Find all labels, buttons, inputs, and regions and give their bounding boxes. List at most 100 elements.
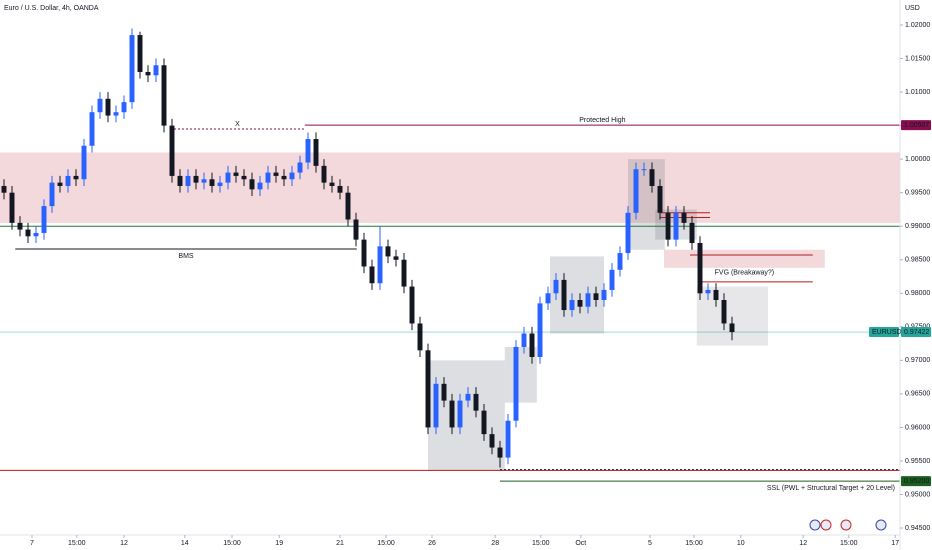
level-label: X <box>235 121 240 128</box>
currency: USD <box>905 5 920 12</box>
candle-body <box>49 182 55 207</box>
x-tick-label: 10 <box>737 540 745 547</box>
candle-body <box>417 323 423 351</box>
candle-body <box>457 400 463 428</box>
y-tick-label: 0.99000 <box>905 223 930 230</box>
chart-title: Euro / U.S. Dollar, 4h, OANDA <box>4 5 99 12</box>
x-tick-label: 12 <box>120 540 128 547</box>
symbol-tag-label: EURUSD <box>872 329 902 336</box>
candle-body <box>321 165 327 183</box>
candle-body <box>361 239 367 267</box>
candle-body <box>689 222 695 243</box>
candle-body <box>129 35 135 103</box>
y-tick-label: 0.96000 <box>905 424 930 431</box>
event-icon <box>809 519 821 531</box>
x-tick-label: 15:00 <box>377 540 395 547</box>
level-label: SSL (PWL + Structural Target + 20 Level) <box>767 485 895 492</box>
candle-body <box>377 246 383 284</box>
candle-body <box>441 383 447 401</box>
candle-body <box>681 212 687 223</box>
y-tick-label: 0.95000 <box>905 491 930 498</box>
price-tag <box>901 327 931 338</box>
level-label: Protected High <box>579 117 625 124</box>
candle-body <box>585 293 591 307</box>
x-tick-label: 21 <box>336 540 344 547</box>
candle-body <box>713 289 719 300</box>
candle-body <box>369 266 375 284</box>
event-icon <box>840 519 852 531</box>
candle-body <box>489 434 495 448</box>
zone <box>664 249 825 268</box>
event-icons <box>809 519 887 531</box>
x-tick-label: 14 <box>181 540 189 547</box>
candle-body <box>465 393 471 401</box>
y-tick-label: 1.01500 <box>905 55 930 62</box>
x-tick-label: 5 <box>648 540 652 547</box>
candle-body <box>665 212 671 240</box>
candle-body <box>201 179 207 183</box>
x-tick-label: 19 <box>275 540 283 547</box>
candle-body <box>41 206 47 233</box>
candle-body <box>297 162 303 173</box>
candle-body <box>121 102 127 113</box>
candle-body <box>273 172 279 176</box>
candle-body <box>233 172 239 176</box>
y-tick-label: 1.01000 <box>905 89 930 96</box>
candle-body <box>145 71 151 76</box>
price-tag-label: 1.00507 <box>904 122 929 129</box>
candle-body <box>481 410 487 435</box>
candle-body <box>625 212 631 254</box>
candle-body <box>249 179 255 190</box>
candle-body <box>537 303 543 358</box>
candle-body <box>697 242 703 294</box>
candle-body <box>673 212 679 240</box>
candle-body <box>153 65 159 76</box>
price-tag <box>901 476 931 487</box>
candle-body <box>641 169 647 171</box>
event-icon <box>875 519 887 531</box>
candle-body <box>257 182 263 190</box>
candle-body <box>569 299 575 311</box>
candle-body <box>505 420 511 458</box>
candle-body <box>553 279 559 294</box>
y-tick-label: 0.98500 <box>905 257 930 264</box>
x-tick-label: 15:00 <box>685 540 703 547</box>
candle-body <box>513 346 519 421</box>
candle-body <box>353 219 359 240</box>
candle-body <box>137 35 143 72</box>
candle-body <box>393 256 399 260</box>
candle-body <box>425 350 431 428</box>
candle-body <box>601 289 607 300</box>
x-tick-label: 7 <box>30 540 34 547</box>
candle-body <box>57 182 63 186</box>
candle-body <box>609 269 615 290</box>
symbol-tag <box>869 327 899 338</box>
candle-body <box>577 299 583 307</box>
candle-body <box>561 279 567 311</box>
candle-body <box>545 293 551 304</box>
candle-body <box>217 182 223 186</box>
zone-label: FVG (Breakaway?) <box>715 270 775 277</box>
candle-body <box>401 259 407 287</box>
x-tick-label: 15:00 <box>223 540 241 547</box>
candle-body <box>657 185 663 213</box>
y-tick-label: 0.96500 <box>905 391 930 398</box>
candle-body <box>161 65 167 126</box>
candle-body <box>289 172 295 180</box>
candle-body <box>33 232 39 237</box>
candle-body <box>169 125 175 176</box>
x-tick-label: 12 <box>799 540 807 547</box>
zone <box>0 152 900 223</box>
candle-body <box>25 229 31 237</box>
y-tick-label: 0.97000 <box>905 357 930 364</box>
candle-body <box>593 293 599 300</box>
x-tick-label: Oct <box>575 540 586 547</box>
candle-body <box>9 192 15 223</box>
y-tick-label: 0.95500 <box>905 458 930 465</box>
candle-body <box>633 169 639 213</box>
x-tick-label: 28 <box>491 540 499 547</box>
candle-body <box>337 185 343 193</box>
event-icon <box>820 519 832 531</box>
candle-body <box>313 139 319 166</box>
candle-body <box>649 169 655 186</box>
